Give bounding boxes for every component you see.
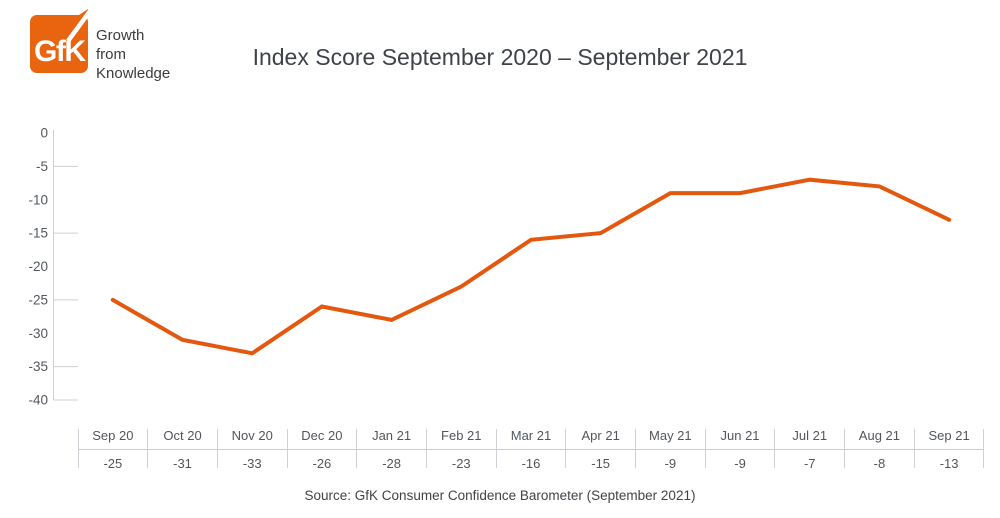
table-value: -25 bbox=[77, 450, 148, 471]
y-axis-label: -5 bbox=[36, 159, 48, 174]
table-month-label: Jan 21 bbox=[356, 428, 427, 449]
table-value: -8 bbox=[844, 450, 915, 471]
table-value: -28 bbox=[356, 450, 427, 471]
index-score-line bbox=[110, 177, 952, 356]
table-divider bbox=[78, 449, 984, 450]
table-value: -16 bbox=[495, 450, 566, 471]
y-axis-label: -10 bbox=[28, 192, 48, 207]
table-month-label: Nov 20 bbox=[216, 428, 287, 449]
table-month-label: Mar 21 bbox=[495, 428, 566, 449]
gfk-logo-mark: GfK bbox=[30, 9, 92, 73]
values-row: -25 -31 -33 -26 -28 -23 -16 -15 -9 -9 -7 -8 -13 bbox=[77, 450, 984, 474]
y-axis-label: -30 bbox=[28, 326, 48, 341]
table-month-label: Aug 21 bbox=[844, 428, 915, 449]
table-month-label: Sep 20 bbox=[77, 428, 148, 449]
tagline-line-3: Knowledge bbox=[96, 65, 171, 82]
table-value: -33 bbox=[216, 450, 287, 471]
table-month-label: Jun 21 bbox=[704, 428, 775, 449]
table-value: -31 bbox=[147, 450, 218, 471]
table-value: -9 bbox=[704, 450, 775, 471]
y-axis-label: -35 bbox=[28, 359, 48, 374]
table-value: -13 bbox=[913, 450, 984, 471]
table-value: -26 bbox=[286, 450, 357, 471]
source-text: Source: GfK Consumer Confidence Baromete… bbox=[304, 488, 696, 503]
logo-slash bbox=[66, 9, 92, 43]
tagline-line-2: from bbox=[96, 46, 126, 63]
y-axis-label: -40 bbox=[28, 393, 48, 408]
y-axis-label: -15 bbox=[28, 226, 48, 241]
logo-square bbox=[30, 15, 88, 73]
table-month-label: Dec 20 bbox=[286, 428, 357, 449]
y-axis-label: -25 bbox=[28, 292, 48, 307]
table-value: -7 bbox=[774, 450, 845, 471]
tagline-line-1: Growth bbox=[96, 27, 145, 44]
gfk-logo: GfK bbox=[30, 9, 92, 73]
table-month-label: Jul 21 bbox=[774, 428, 845, 449]
table-value: -15 bbox=[565, 450, 636, 471]
table-value: -23 bbox=[425, 450, 496, 471]
page-title: Index Score September 2020 – September 2… bbox=[252, 44, 748, 70]
table-month-label: Feb 21 bbox=[425, 428, 496, 449]
month-labels-row: Sep 20 Oct 20 Nov 20 Dec 20 Jan 21 Feb 21 Mar … bbox=[77, 424, 984, 449]
table-value: -9 bbox=[635, 450, 706, 471]
table-month-label: Oct 20 bbox=[147, 428, 218, 449]
tagline: Growth from Knowledge bbox=[96, 26, 170, 83]
y-axis-label: 0 bbox=[40, 126, 48, 141]
table-month-label: Sep 21 bbox=[913, 428, 984, 449]
y-axis-label: -20 bbox=[28, 259, 48, 274]
logo-text: GfK bbox=[34, 35, 86, 68]
table-month-label: Apr 21 bbox=[565, 428, 636, 449]
table-month-label: May 21 bbox=[635, 428, 706, 449]
